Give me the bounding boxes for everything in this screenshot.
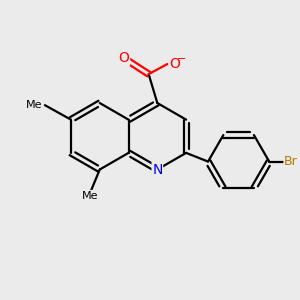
Text: −: −	[177, 54, 186, 64]
Text: Me: Me	[81, 190, 98, 200]
Text: O: O	[169, 57, 180, 71]
Text: Me: Me	[26, 100, 42, 110]
Text: Br: Br	[284, 155, 298, 168]
Text: N: N	[152, 163, 163, 176]
Text: O: O	[118, 51, 130, 65]
